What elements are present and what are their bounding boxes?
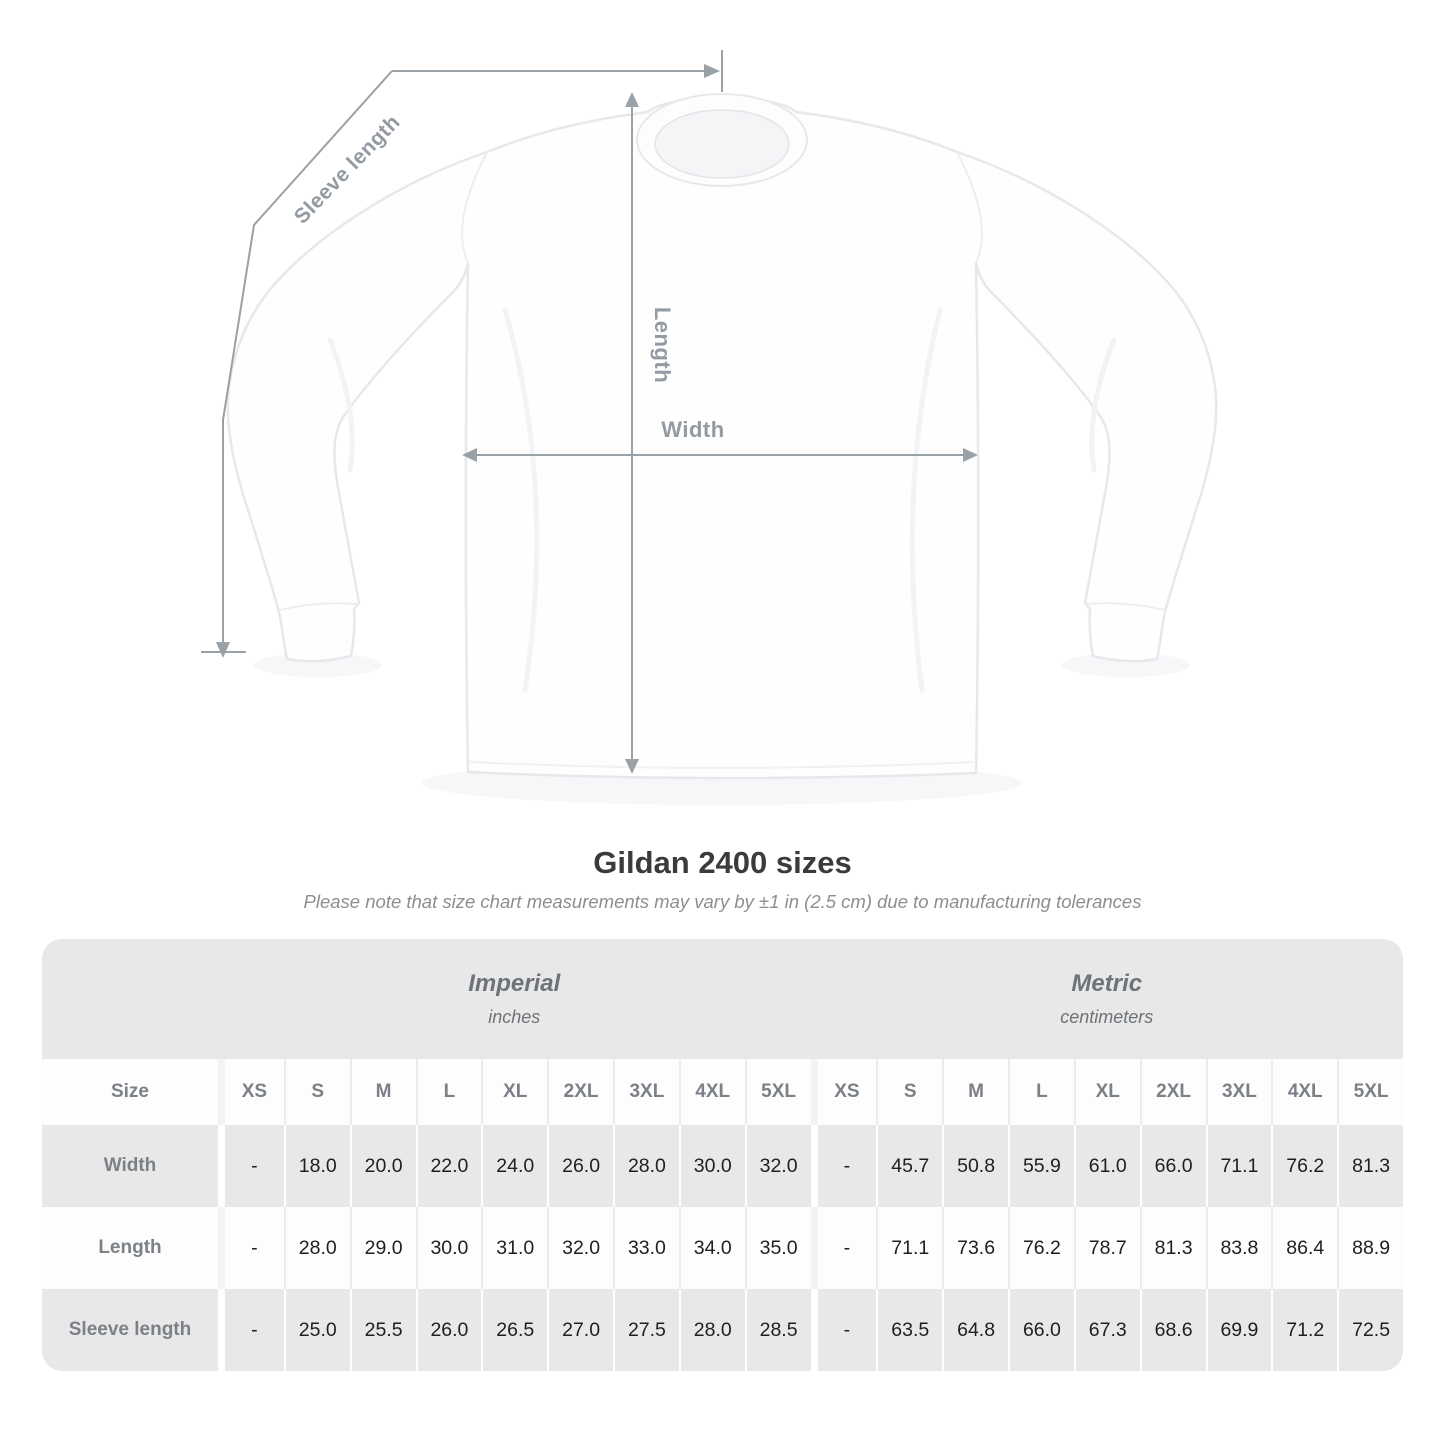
value-cell: 33.0 — [613, 1207, 679, 1290]
size-header: M — [349, 1059, 416, 1126]
page-title: Gildan 2400 sizes — [593, 845, 852, 880]
size-header: XL — [481, 1059, 548, 1126]
value-cell: 81.3 — [1139, 1207, 1206, 1290]
value-cell: 25.0 — [283, 1289, 350, 1372]
size-header: XL — [1073, 1059, 1140, 1126]
size-header: 3XL — [1205, 1059, 1272, 1126]
band-imperial: Imperial inches — [218, 939, 811, 1060]
value-cell: 24.0 — [481, 1125, 548, 1208]
value-cell: 30.0 — [415, 1207, 482, 1290]
value-cell: 64.8 — [942, 1289, 1008, 1372]
value-cell: 83.8 — [1205, 1207, 1272, 1290]
value-cell: - — [810, 1289, 877, 1372]
value-cell: 28.0 — [613, 1125, 679, 1208]
row-label-length: Length — [42, 1207, 218, 1290]
value-cell: 68.6 — [1139, 1289, 1206, 1372]
imperial-unit: inches — [488, 1007, 541, 1028]
size-header: 3XL — [613, 1059, 679, 1126]
value-cell: 31.0 — [481, 1207, 548, 1290]
value-cell: 71.1 — [876, 1207, 943, 1290]
value-cell: 72.5 — [1337, 1289, 1403, 1372]
value-cell: 32.0 — [744, 1125, 811, 1208]
length-label: Length — [650, 307, 675, 383]
value-cell: 88.9 — [1337, 1207, 1403, 1290]
size-table: Imperial inches Metric centimeters Size … — [42, 939, 1403, 1372]
size-header: M — [942, 1059, 1008, 1126]
value-cell: 25.5 — [349, 1289, 416, 1372]
size-header: S — [876, 1059, 943, 1126]
width-line — [462, 448, 978, 462]
value-cell: 78.7 — [1073, 1207, 1140, 1290]
value-cell: - — [218, 1125, 284, 1208]
value-cell: 81.3 — [1337, 1125, 1403, 1208]
value-cell: 27.0 — [547, 1289, 613, 1372]
collar — [636, 93, 808, 187]
value-cell: 22.0 — [415, 1125, 482, 1208]
shirt-measurement-diagram: Sleeve length Length Width — [201, 50, 1218, 780]
value-cell: 35.0 — [744, 1207, 811, 1290]
value-cell: 66.0 — [1008, 1289, 1074, 1372]
band-corner — [42, 939, 218, 1060]
size-header: 2XL — [1139, 1059, 1206, 1126]
size-column-header: Size — [42, 1059, 218, 1126]
value-cell: 86.4 — [1271, 1207, 1338, 1290]
shirt-silhouette — [226, 96, 1218, 780]
value-cell: 69.9 — [1205, 1289, 1272, 1372]
value-cell: 34.0 — [678, 1207, 745, 1290]
shirt-seams — [279, 151, 1165, 769]
value-cell: 29.0 — [349, 1207, 416, 1290]
row-label-sleeve-length: Sleeve length — [42, 1289, 218, 1372]
band-metric: Metric centimeters — [810, 939, 1403, 1060]
fabric-folds — [327, 307, 1117, 693]
value-cell: 28.5 — [744, 1289, 811, 1372]
value-cell: 32.0 — [547, 1207, 613, 1290]
value-cell: - — [810, 1125, 877, 1208]
value-cell: 20.0 — [349, 1125, 416, 1208]
value-cell: 71.1 — [1205, 1125, 1272, 1208]
length-line — [625, 92, 639, 774]
size-header: S — [283, 1059, 350, 1126]
size-header: XS — [810, 1059, 877, 1126]
value-cell: - — [218, 1207, 284, 1290]
imperial-title: Imperial — [468, 970, 561, 998]
value-cell: 26.5 — [481, 1289, 548, 1372]
size-header: 2XL — [547, 1059, 613, 1126]
metric-unit: centimeters — [1060, 1007, 1154, 1028]
value-cell: 28.0 — [678, 1289, 745, 1372]
value-cell: 76.2 — [1008, 1207, 1074, 1290]
tolerance-note: Please note that size chart measurements… — [303, 891, 1142, 913]
heading: Gildan 2400 sizes Please note that size … — [0, 844, 1445, 913]
size-header: 4XL — [1271, 1059, 1338, 1126]
value-cell: 45.7 — [876, 1125, 943, 1208]
value-cell: 26.0 — [547, 1125, 613, 1208]
row-label-width: Width — [42, 1125, 218, 1208]
size-header: 4XL — [678, 1059, 745, 1126]
metric-title: Metric — [1071, 970, 1143, 998]
size-header: 5XL — [1337, 1059, 1403, 1126]
size-header: L — [415, 1059, 482, 1126]
value-cell: 55.9 — [1008, 1125, 1074, 1208]
sleeve-length-line — [201, 50, 723, 658]
value-cell: 67.3 — [1073, 1289, 1140, 1372]
value-cell: 61.0 — [1073, 1125, 1140, 1208]
value-cell: 66.0 — [1139, 1125, 1206, 1208]
value-cell: 30.0 — [678, 1125, 745, 1208]
value-cell: 50.8 — [942, 1125, 1008, 1208]
value-cell: 73.6 — [942, 1207, 1008, 1290]
size-header: 5XL — [744, 1059, 811, 1126]
value-cell: 71.2 — [1271, 1289, 1338, 1372]
shirt-svg: Sleeve length Length Width — [201, 50, 1218, 780]
value-cell: 27.5 — [613, 1289, 679, 1372]
value-cell: 26.0 — [415, 1289, 482, 1372]
width-label: Width — [661, 417, 724, 442]
value-cell: 28.0 — [283, 1207, 350, 1290]
size-header: L — [1008, 1059, 1074, 1126]
value-cell: - — [810, 1207, 877, 1290]
value-cell: 18.0 — [283, 1125, 350, 1208]
value-cell: 63.5 — [876, 1289, 943, 1372]
value-cell: - — [218, 1289, 284, 1372]
value-cell: 76.2 — [1271, 1125, 1338, 1208]
size-header: XS — [218, 1059, 284, 1126]
